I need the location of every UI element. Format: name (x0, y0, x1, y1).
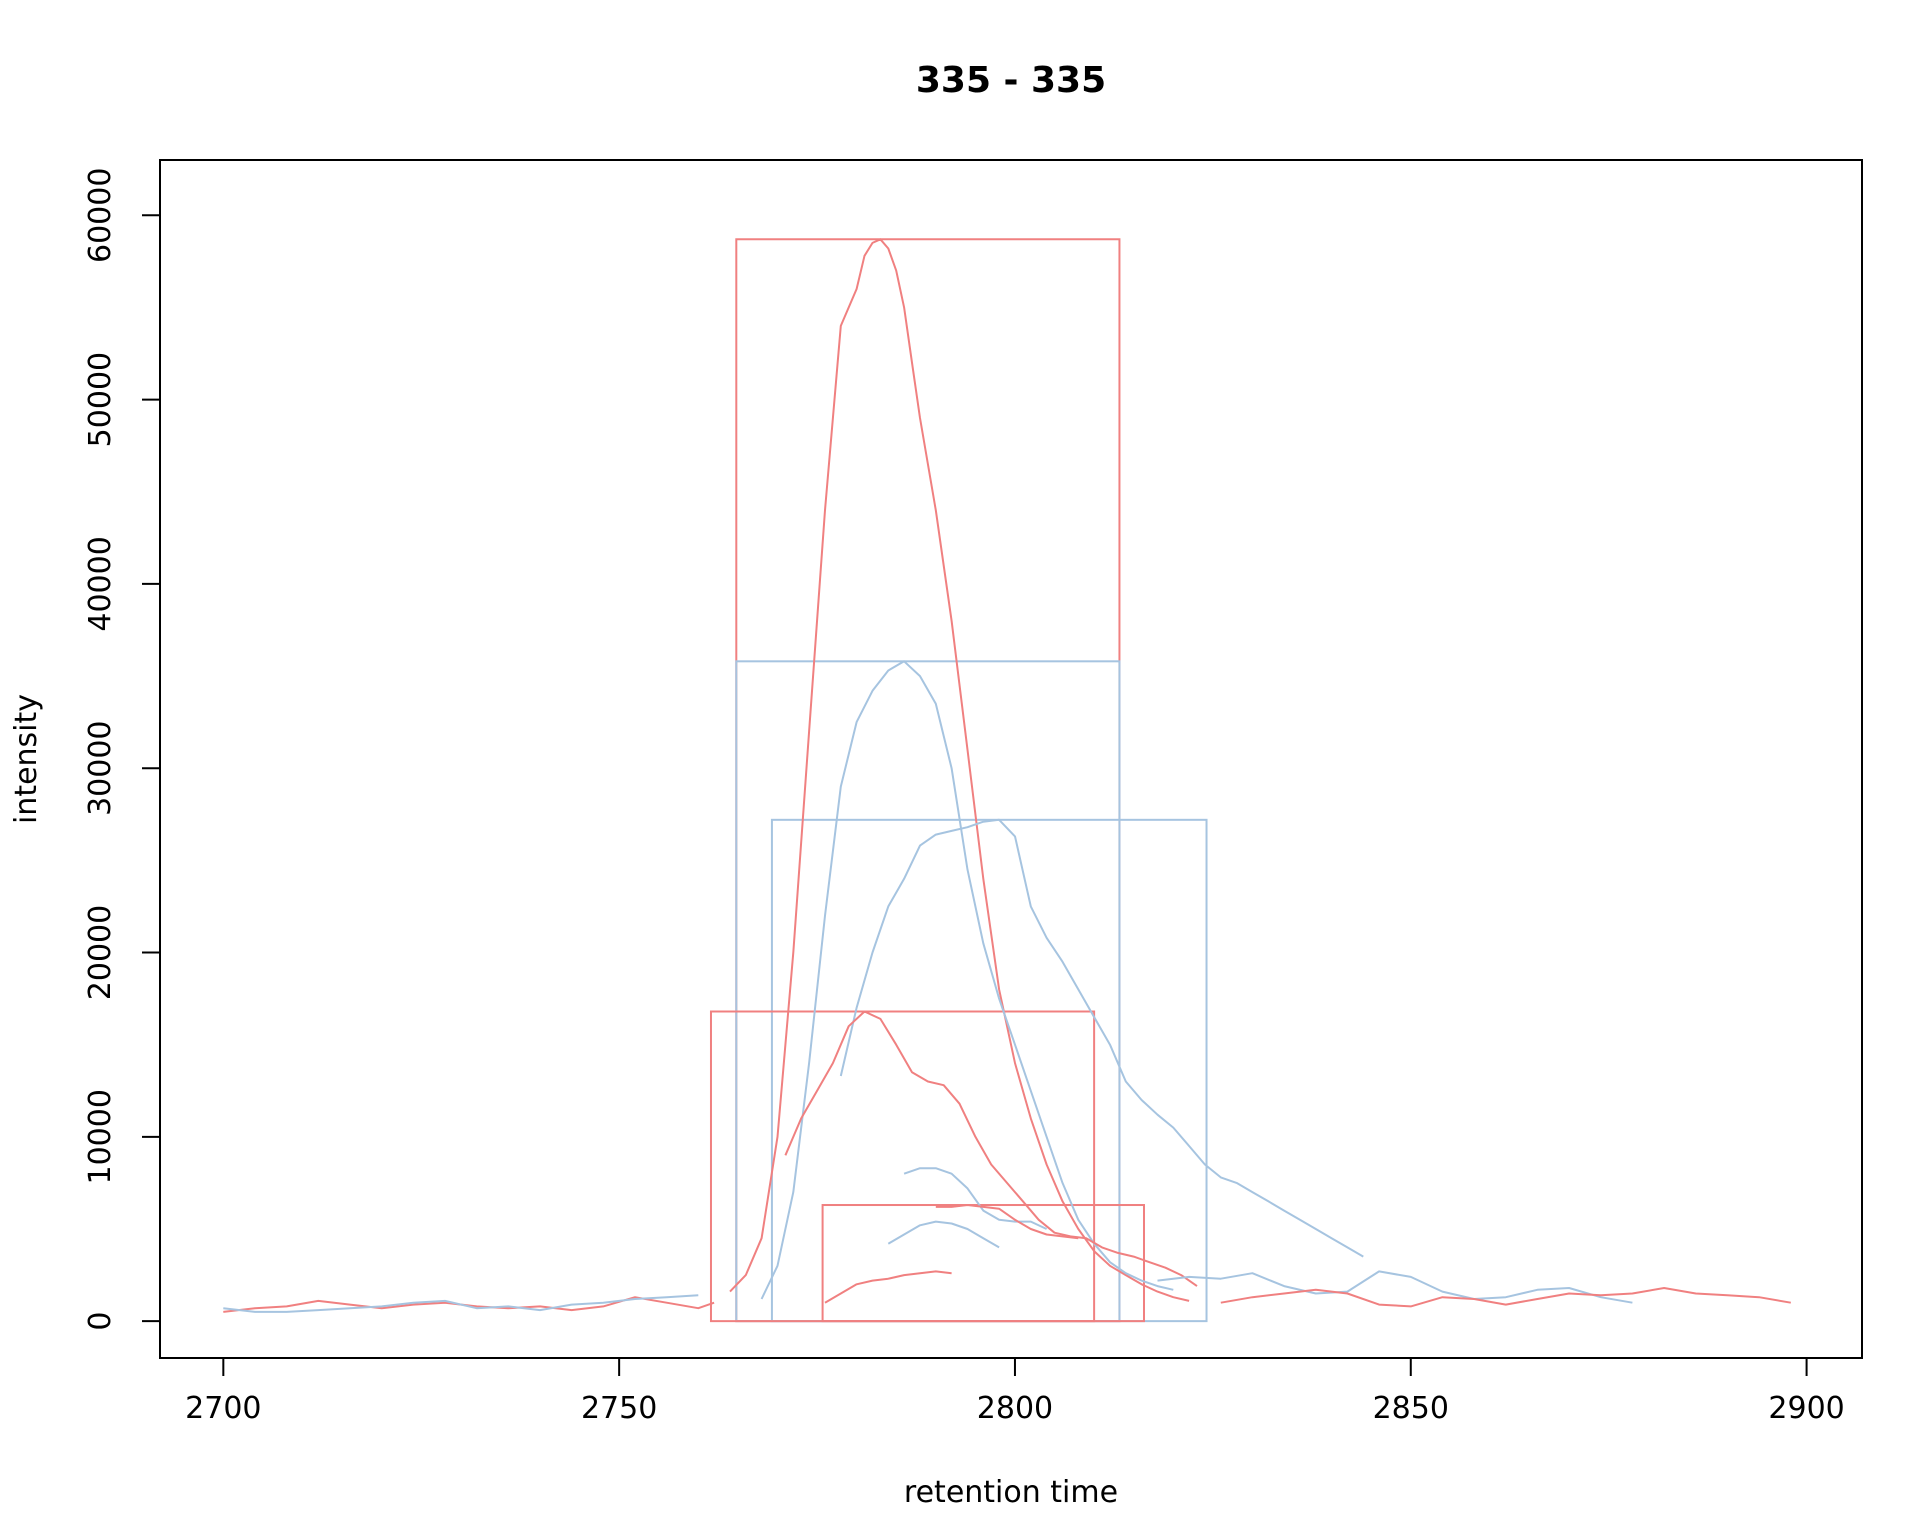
x-axis: 2700 2750 2800 2850 2900 (185, 1357, 1845, 1426)
y-axis-title: intensity (9, 694, 44, 824)
series-line-2 (839, 818, 1364, 1258)
series-line-11 (1220, 1287, 1791, 1308)
peak-rect-1 (735, 660, 1121, 1323)
y-tick-label-0: 0 (83, 1312, 118, 1331)
y-axis: 0 10000 20000 30000 40000 50000 60000 (83, 168, 161, 1331)
series-line-9 (223, 1294, 699, 1313)
x-tick-label-0: 2700 (185, 1391, 261, 1426)
peak-rects (709, 238, 1208, 1323)
series-lines (223, 238, 1791, 1313)
series-line-10 (1157, 1270, 1633, 1304)
y-tick-label-6: 60000 (83, 168, 118, 263)
x-tick-label-3: 2850 (1373, 1391, 1449, 1426)
series-line-3 (784, 1010, 1198, 1287)
series-line-4 (903, 1167, 1048, 1230)
x-tick-label-1: 2750 (581, 1391, 657, 1426)
y-tick-label-3: 30000 (83, 720, 118, 815)
x-tick-label-4: 2900 (1768, 1391, 1844, 1426)
x-axis-title: retention time (904, 1475, 1118, 1510)
series-line-6 (887, 1220, 1000, 1249)
series-line-1 (760, 660, 1174, 1300)
chart-title: 335 - 335 (916, 60, 1106, 101)
x-tick-label-2: 2800 (977, 1391, 1053, 1426)
y-tick-label-4: 40000 (83, 536, 118, 631)
series-line-7 (824, 1270, 952, 1304)
peak-rect-0 (735, 238, 1121, 1323)
y-tick-label-2: 20000 (83, 905, 118, 1000)
peak-rect-2 (770, 818, 1208, 1323)
series-line-0 (729, 238, 1190, 1302)
series-line-5 (935, 1204, 1079, 1240)
plot-frame (159, 159, 1863, 1359)
peak-rect-4 (821, 1204, 1145, 1323)
y-tick-label-1: 10000 (83, 1089, 118, 1184)
y-tick-label-5: 50000 (83, 352, 118, 447)
